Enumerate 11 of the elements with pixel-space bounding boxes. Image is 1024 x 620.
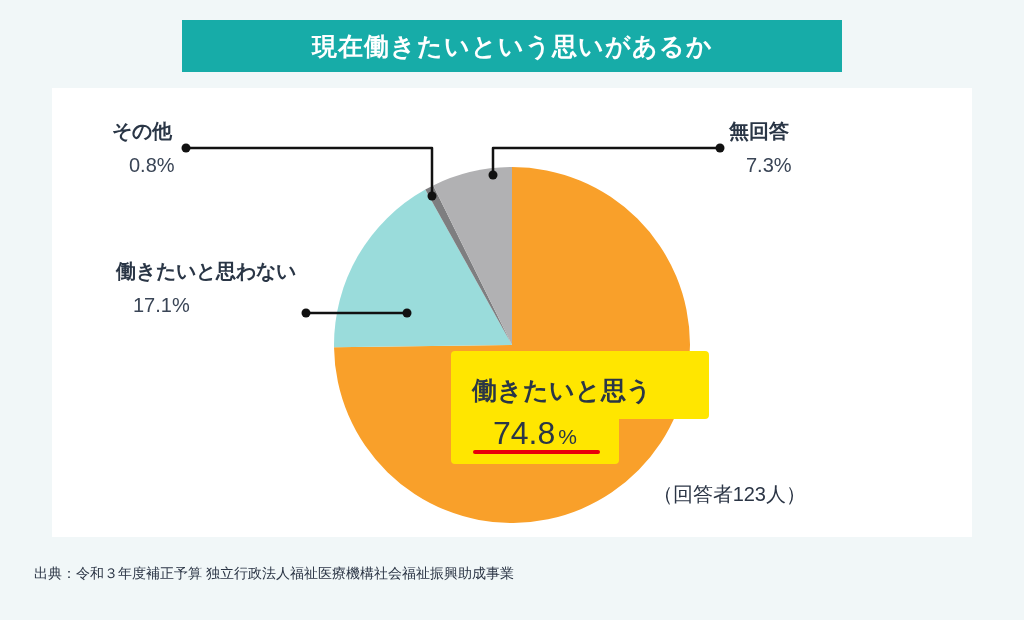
slice-label: 働きたいと思わない xyxy=(115,260,296,282)
slice-label: 働きたいと思う xyxy=(471,376,652,405)
source-note: 出典：令和３年度補正予算 独立行政法人福祉医療機構社会福祉振興助成事業 xyxy=(34,565,514,583)
slice-label: その他 xyxy=(112,120,173,142)
data-label: 7.3% xyxy=(746,154,792,176)
data-label: 0.8% xyxy=(129,154,175,176)
data-label: 17.1% xyxy=(133,294,190,316)
data-label: 74.8% xyxy=(493,415,577,451)
text: （回答者123人） xyxy=(652,482,806,507)
chart-title: 現在働きたいという思いがあるか xyxy=(182,20,842,72)
slice-label: 無回答 xyxy=(728,120,789,142)
